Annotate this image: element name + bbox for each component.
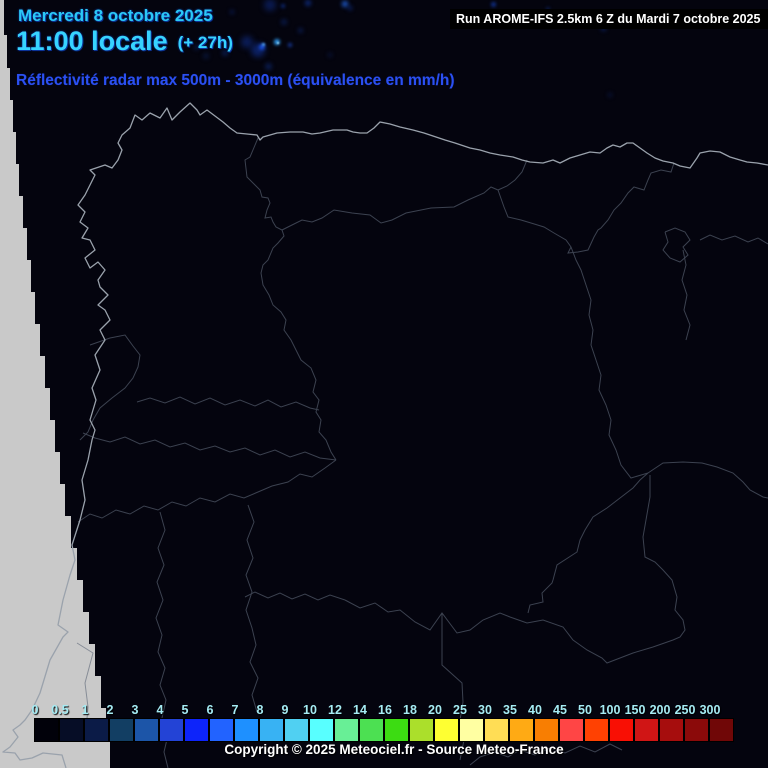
out-of-domain-area: [0, 0, 110, 768]
copyright-label: Copyright © 2025 Meteociel.fr - Source M…: [224, 742, 564, 757]
product-subtitle: Réflectivité radar max 500m - 3000m (équ…: [16, 72, 455, 89]
time-label: 11:00 locale (+ 27h): [16, 26, 233, 57]
coastline: [2, 102, 768, 768]
local-time: 11:00 locale: [16, 26, 168, 56]
forecast-offset: (+ 27h): [177, 33, 233, 52]
admin-borders: [77, 137, 768, 768]
model-run-label: Run AROME-IFS 2.5km 6 Z du Mardi 7 octob…: [456, 12, 761, 26]
date-label: Mercredi 8 octobre 2025: [18, 6, 213, 25]
model-run-box: Run AROME-IFS 2.5km 6 Z du Mardi 7 octob…: [450, 9, 768, 29]
